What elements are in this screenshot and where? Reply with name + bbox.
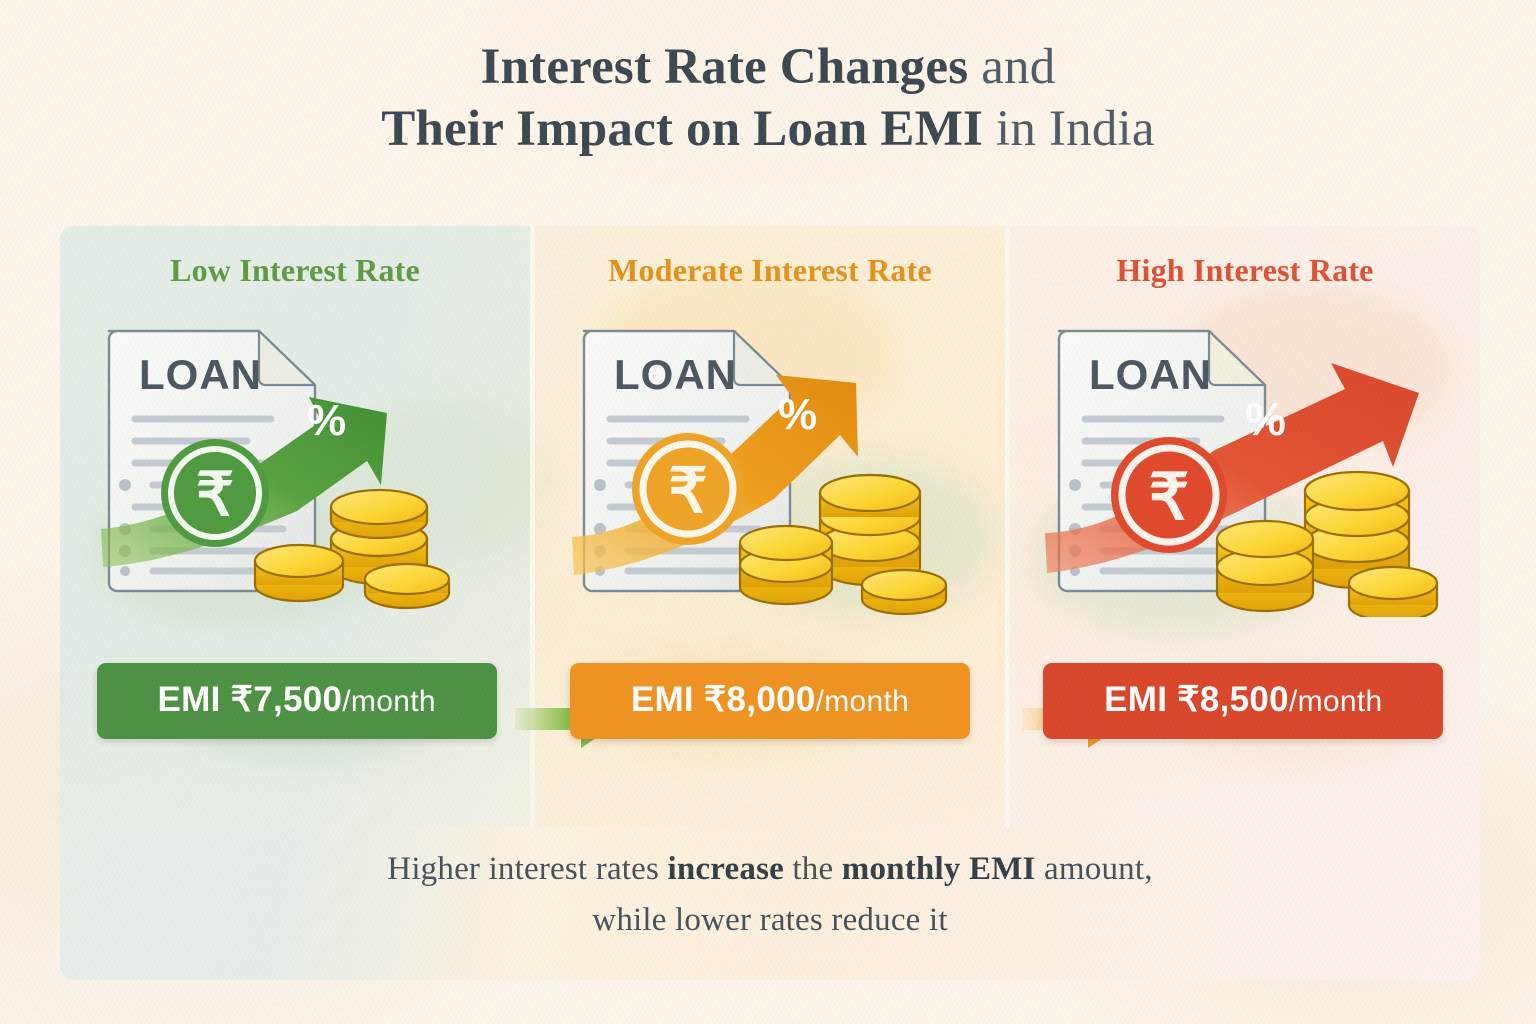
emi-amount-high: EMI ₹8,500: [1104, 680, 1289, 719]
illustration-high: LOAN: [1010, 317, 1480, 617]
emi-unit-moderate: /month: [815, 685, 910, 718]
coin-stack-short: [1215, 519, 1315, 613]
loan-document-illustration: LOAN: [101, 329, 451, 610]
percent-symbol-text: %: [1245, 393, 1286, 445]
title-line-2-lead: Their Impact on Loan EMI: [381, 101, 983, 158]
caption-line-1: Higher interest rates increase the month…: [387, 851, 1152, 888]
rupee-symbol-text: ₹: [668, 457, 707, 526]
emi-badge-low[interactable]: EMI ₹7,500/month: [96, 663, 497, 739]
title-line-1-lead: Interest Rate Changes: [480, 39, 969, 95]
coin-stack-short: [253, 543, 345, 603]
caption-text-c: the: [783, 851, 842, 887]
emi-badge-cell: EMI ₹7,500/month: [60, 663, 533, 739]
coin-single: [363, 562, 451, 610]
emi-amount-low: EMI ₹7,500: [157, 680, 343, 719]
rupee-coin-badge: ₹: [1111, 437, 1227, 553]
emi-badge-cell: EMI ₹8,500/month: [1007, 663, 1480, 739]
caption-text-a: Higher interest rates: [387, 851, 668, 887]
emi-badge-moderate[interactable]: EMI ₹8,000/month: [569, 663, 970, 739]
coin-single: [1347, 565, 1439, 617]
panel-heading-low: Low Interest Rate: [170, 252, 420, 288]
caption-text-increase: increase: [667, 851, 784, 887]
rupee-coin-badge: ₹: [161, 439, 269, 547]
panel-heading-moderate: Moderate Interest Rate: [608, 252, 932, 288]
illustration-low: LOAN: [60, 317, 530, 617]
emi-badge-row: EMI ₹7,500/month EMI ₹8,000/month EMI ₹8…: [60, 663, 1480, 739]
loan-document-illustration: LOAN: [1045, 329, 1439, 617]
loan-document-illustration: LOAN: [572, 329, 948, 616]
emi-amount-moderate: EMI ₹8,000: [630, 680, 816, 719]
caption-text-monthly-emi: monthly EMI: [841, 851, 1036, 887]
infographic-card: Low Interest Rate: [60, 226, 1480, 980]
panel-heading-high: High Interest Rate: [1116, 252, 1374, 288]
coin-stack-tall: [818, 473, 922, 587]
emi-badge-high[interactable]: EMI ₹8,500/month: [1043, 663, 1444, 739]
percent-symbol-text: %: [778, 390, 817, 439]
rupee-coin-badge: ₹: [632, 433, 744, 545]
title-line-2: Their Impact on Loan EMI in India: [0, 98, 1536, 160]
emi-badge-cell: EMI ₹8,000/month: [533, 663, 1006, 739]
emi-unit-high: /month: [1288, 685, 1383, 718]
rupee-symbol-text: ₹: [196, 461, 234, 528]
title-line-2-tail: in India: [995, 101, 1155, 158]
caption-text-e: amount,: [1035, 851, 1153, 887]
title-line-1-tail: and: [981, 39, 1056, 95]
document-label-text: LOAN: [614, 351, 737, 398]
document-label-text: LOAN: [1089, 351, 1212, 398]
summary-caption: Higher interest rates increase the month…: [60, 826, 1480, 980]
title-line-1: Interest Rate Changes and: [0, 36, 1536, 98]
percent-symbol-text: %: [307, 396, 346, 445]
rupee-symbol-text: ₹: [1149, 461, 1190, 533]
coin-single: [860, 568, 948, 616]
comparison-panels: Low Interest Rate: [60, 226, 1480, 826]
document-label-text: LOAN: [139, 351, 262, 398]
illustration-moderate: LOAN: [535, 317, 1005, 617]
page-title: Interest Rate Changes and Their Impact o…: [0, 36, 1536, 160]
emi-unit-low: /month: [342, 685, 436, 718]
caption-line-2: while lower rates reduce it: [592, 902, 948, 938]
coin-stack-short: [738, 524, 834, 606]
